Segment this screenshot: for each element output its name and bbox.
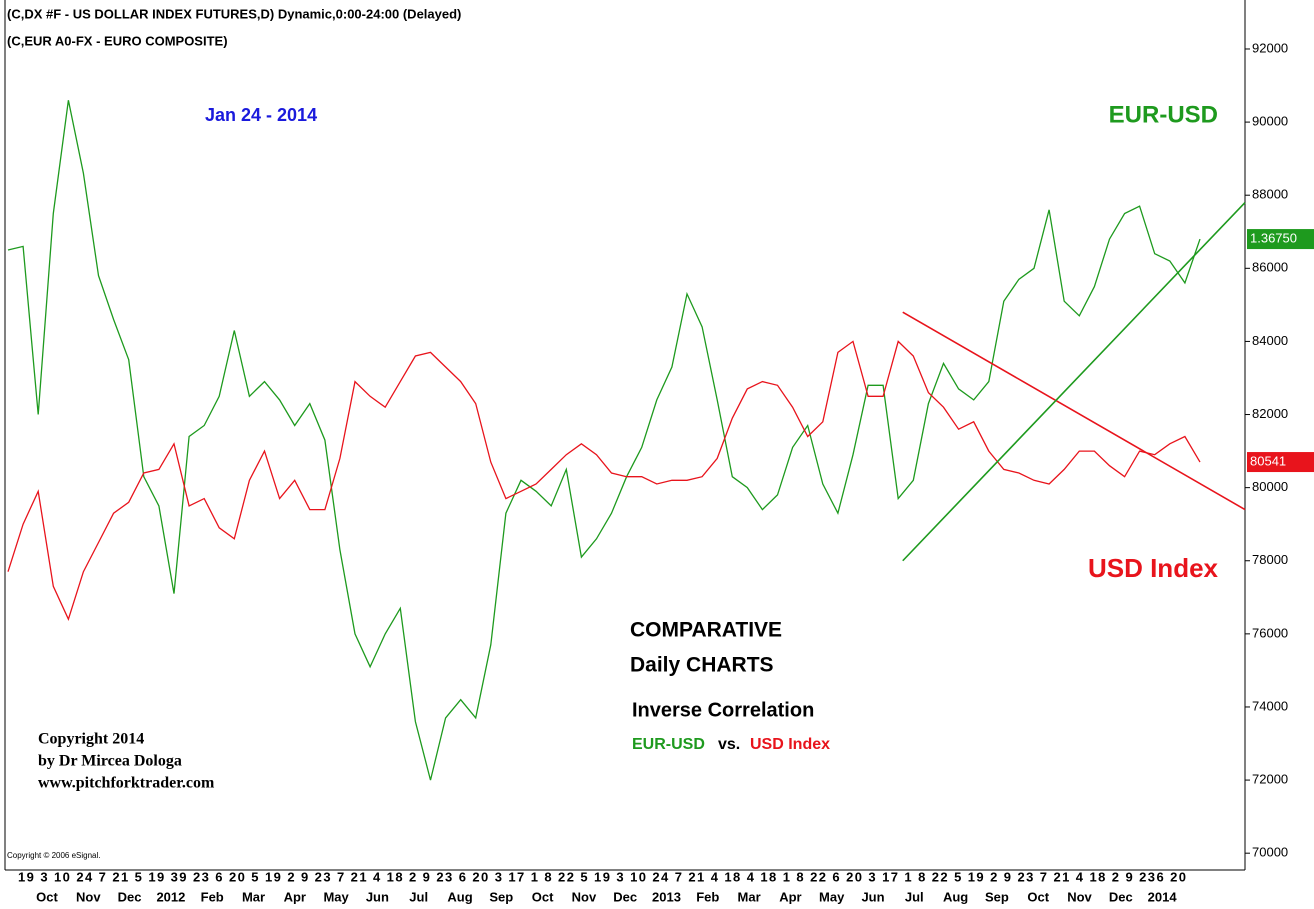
copyright: Copyright 2014 (38, 731, 144, 748)
last-value-box (1247, 229, 1314, 250)
date-label: Jan 24 - 2014 (205, 105, 317, 125)
header: (C,EUR A0-FX - EURO COMPOSITE) (7, 33, 228, 48)
trendline (902, 311, 1246, 511)
series-label: EUR-USD (1109, 101, 1218, 128)
title: Daily CHARTS (630, 654, 774, 677)
y-tick-label: 88000 (1252, 187, 1288, 202)
y-tick-label: 76000 (1252, 625, 1288, 640)
x-month-label: Nov (1067, 889, 1092, 904)
x-month-label: Oct (532, 889, 554, 904)
x-month-label: Nov (76, 889, 101, 904)
y-tick-label: 74000 (1252, 698, 1288, 713)
x-month-label: Jun (861, 889, 884, 904)
x-month-label: May (323, 889, 349, 904)
trendline (902, 201, 1246, 562)
x-month-label: 2012 (156, 889, 185, 904)
x-month-label: Sep (489, 889, 513, 904)
x-month-label: Aug (943, 889, 968, 904)
y-tick-label: 78000 (1252, 552, 1288, 567)
legend-text: USD Index (750, 736, 830, 753)
x-month-label: Oct (36, 889, 58, 904)
title: COMPARATIVE (630, 619, 782, 642)
x-month-label: Dec (118, 889, 142, 904)
source: Copyright © 2006 eSignal. (7, 851, 101, 860)
header: (C,DX #F - US DOLLAR INDEX FUTURES,D) Dy… (7, 6, 461, 21)
x-month-label: Mar (242, 889, 265, 904)
last-value-label: 80541 (1250, 453, 1286, 468)
y-tick-label: 84000 (1252, 333, 1288, 348)
copyright: www.pitchforktrader.com (38, 775, 215, 792)
copyright: by Dr Mircea Dologa (38, 753, 182, 770)
series-line (7, 100, 1201, 781)
x-month-label: May (819, 889, 845, 904)
x-month-label: Apr (284, 889, 306, 904)
x-month-label: Aug (447, 889, 472, 904)
series-line (7, 340, 1201, 622)
y-tick-label: 70000 (1252, 845, 1288, 860)
y-tick-label: 72000 (1252, 772, 1288, 787)
x-month-label: Nov (572, 889, 597, 904)
y-tick-label: 82000 (1252, 406, 1288, 421)
x-month-label: Jun (366, 889, 389, 904)
x-month-label: Jul (409, 889, 428, 904)
legend-text: vs. (718, 736, 740, 753)
y-tick-label: 90000 (1252, 114, 1288, 129)
x-month-label: 2013 (652, 889, 681, 904)
x-month-label: 2014 (1148, 889, 1178, 904)
y-tick-label: 86000 (1252, 260, 1288, 275)
subtitle: Inverse Correlation (632, 699, 814, 721)
x-month-label: Feb (696, 889, 719, 904)
x-month-label: Jul (905, 889, 924, 904)
x-month-label: Oct (1027, 889, 1049, 904)
x-day-labels: 19 3 10 24 7 21 5 19 39 23 6 20 5 19 2 9… (18, 869, 1186, 884)
x-month-label: Mar (738, 889, 761, 904)
legend-text: EUR-USD (632, 736, 705, 753)
x-month-label: Dec (613, 889, 637, 904)
last-value-box (1247, 452, 1314, 473)
last-value-label: 1.36750 (1250, 231, 1297, 246)
x-month-label: Sep (985, 889, 1009, 904)
series-label: USD Index (1088, 553, 1219, 583)
y-tick-label: 80000 (1252, 479, 1288, 494)
x-month-label: Apr (779, 889, 801, 904)
y-tick-label: 92000 (1252, 40, 1288, 55)
x-month-label: Dec (1109, 889, 1133, 904)
x-month-label: Feb (201, 889, 224, 904)
